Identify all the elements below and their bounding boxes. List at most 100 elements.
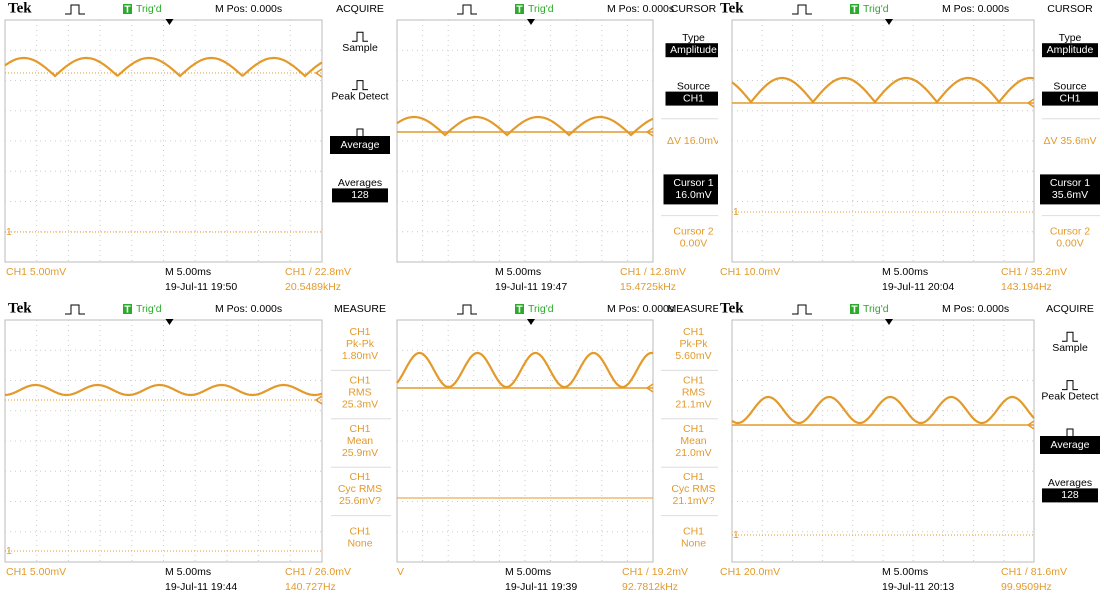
channel-marker: 1 bbox=[6, 545, 12, 557]
trig-status: Trig'd bbox=[863, 303, 889, 315]
menu-item: 1.80mV bbox=[342, 350, 378, 362]
trig-icon-box bbox=[123, 304, 132, 314]
scope-screen: 1 Tek T Trig'd M Pos: 0.000s ACQUIRE Sample Pea… bbox=[0, 0, 395, 297]
menu-item: CH1 bbox=[349, 526, 370, 538]
trigger-position bbox=[527, 319, 535, 325]
menu-item: RMS bbox=[682, 386, 705, 398]
menu-item: Cursor 1 bbox=[673, 177, 713, 189]
level-arrow bbox=[645, 127, 654, 137]
menu-item: 21.0mV bbox=[675, 447, 711, 459]
timebase: M 5.00ms bbox=[882, 266, 928, 278]
scope-screen: 1 Tek T Trig'd M Pos: 0.000s CURSOR Type Amplit… bbox=[718, 0, 1104, 297]
menu-item: None bbox=[681, 538, 706, 550]
scope-screen: 1 Tek T Trig'd M Pos: 0.000s ACQUIRE Sample Pea… bbox=[718, 300, 1104, 597]
pulse-icon bbox=[457, 304, 477, 315]
menu-item: Peak Detect bbox=[1041, 390, 1098, 402]
m-pos: M Pos: 0.000s bbox=[607, 3, 674, 15]
menu-item: CH1 bbox=[1059, 92, 1080, 104]
menu-item: None bbox=[347, 538, 372, 550]
menu-item: Amplitude bbox=[670, 44, 717, 56]
m-pos: M Pos: 0.000s bbox=[942, 3, 1009, 15]
menu-item: Cyc RMS bbox=[338, 483, 382, 495]
menu-highlight bbox=[665, 91, 722, 106]
menu-item: CH1 bbox=[683, 423, 704, 435]
menu-item: CH1 bbox=[349, 471, 370, 483]
channel-scale: CH1 5.00mV bbox=[6, 266, 66, 278]
menu-item: Source bbox=[1053, 80, 1086, 92]
menu-item: 21.1mV? bbox=[672, 495, 714, 507]
menu-item: CH1 bbox=[683, 92, 704, 104]
menu-title: MEASURE bbox=[668, 303, 720, 315]
menu-item: CH1 bbox=[683, 526, 704, 538]
scope-display: 1 Tek T Trig'd M Pos: 0.000s CURSOR TypeAmplit… bbox=[720, 0, 1100, 293]
menu-item: CH1 bbox=[683, 374, 704, 386]
menu-item: ΔV 16.0mV bbox=[667, 135, 720, 147]
waveform bbox=[4, 383, 323, 397]
acquire-icon bbox=[1062, 380, 1078, 391]
menu-item: Pk-Pk bbox=[346, 338, 375, 350]
menu-item: Average bbox=[1051, 439, 1090, 451]
menu-item: Cursor 2 bbox=[673, 226, 713, 238]
menu-item: Averages bbox=[338, 177, 382, 189]
trigger-level: CH1 / 26.0mV bbox=[285, 566, 351, 578]
channel-scale: CH1 20.0mV bbox=[720, 566, 780, 578]
waveform bbox=[4, 56, 323, 78]
brand: Tek bbox=[720, 300, 744, 316]
level-arrow bbox=[314, 395, 323, 405]
pulse-icon bbox=[792, 4, 812, 15]
menu-item: Mean bbox=[680, 435, 706, 447]
trig-icon: T bbox=[124, 303, 131, 315]
trig-icon-box bbox=[850, 4, 859, 14]
waveform bbox=[396, 351, 654, 389]
channel-scale: V bbox=[397, 566, 404, 578]
menu-item: 0.00V bbox=[1056, 238, 1083, 250]
menu-title: MEASURE bbox=[334, 303, 386, 315]
date-time: 19-Jul-11 19:47 bbox=[495, 281, 567, 293]
acquire-icon bbox=[1062, 331, 1078, 342]
menu-item: Pk-Pk bbox=[679, 338, 708, 350]
menu-highlight bbox=[1040, 174, 1100, 205]
menu-item: 21.1mV bbox=[675, 398, 711, 410]
date-time: 19-Jul-11 20:13 bbox=[882, 581, 954, 593]
menu-item: Amplitude bbox=[1047, 44, 1094, 56]
pulse-icon bbox=[792, 304, 812, 315]
menu-title: CURSOR bbox=[671, 3, 717, 15]
menu-highlight bbox=[1042, 91, 1098, 106]
menu-item: 35.6mV bbox=[1052, 189, 1088, 201]
menu-item: Average bbox=[341, 139, 380, 151]
menu-item: CH1 bbox=[349, 423, 370, 435]
pulse-icon bbox=[65, 4, 85, 15]
trigger-level: CH1 / 12.8mV bbox=[620, 266, 686, 278]
acquire-icon bbox=[352, 80, 368, 91]
menu-title: ACQUIRE bbox=[336, 3, 384, 15]
frequency: 99.9509Hz bbox=[1001, 581, 1052, 593]
menu-item: Type bbox=[1059, 32, 1082, 44]
trig-status: Trig'd bbox=[136, 303, 162, 315]
menu-item: 16.0mV bbox=[675, 189, 711, 201]
menu-item: 128 bbox=[351, 189, 369, 201]
scope-screen: 1 Tek T Trig'd M Pos: 0.000s MEASURE CH1 Pk-Pk 1… bbox=[0, 300, 395, 597]
menu-item: CH1 bbox=[683, 326, 704, 338]
timebase: M 5.00ms bbox=[495, 266, 541, 278]
level-arrow bbox=[1026, 420, 1035, 430]
level-arrow bbox=[645, 383, 654, 393]
trig-icon-box bbox=[123, 4, 132, 14]
channel-marker: 1 bbox=[6, 226, 12, 238]
brand: Tek bbox=[720, 0, 744, 16]
trigger-level: CH1 / 19.2mV bbox=[622, 566, 688, 578]
trig-icon: T bbox=[851, 3, 858, 15]
frequency: 140.727Hz bbox=[285, 581, 336, 593]
timebase: M 5.00ms bbox=[165, 266, 211, 278]
menu-item: Sample bbox=[342, 42, 378, 54]
menu-item: Peak Detect bbox=[331, 90, 388, 102]
m-pos: M Pos: 0.000s bbox=[215, 303, 282, 315]
date-time: 19-Jul-11 19:39 bbox=[505, 581, 577, 593]
m-pos: M Pos: 0.000s bbox=[607, 303, 674, 315]
level-arrow bbox=[314, 68, 323, 78]
m-pos: M Pos: 0.000s bbox=[215, 3, 282, 15]
menu-item: Averages bbox=[1048, 477, 1092, 489]
trig-status: Trig'd bbox=[528, 3, 554, 15]
